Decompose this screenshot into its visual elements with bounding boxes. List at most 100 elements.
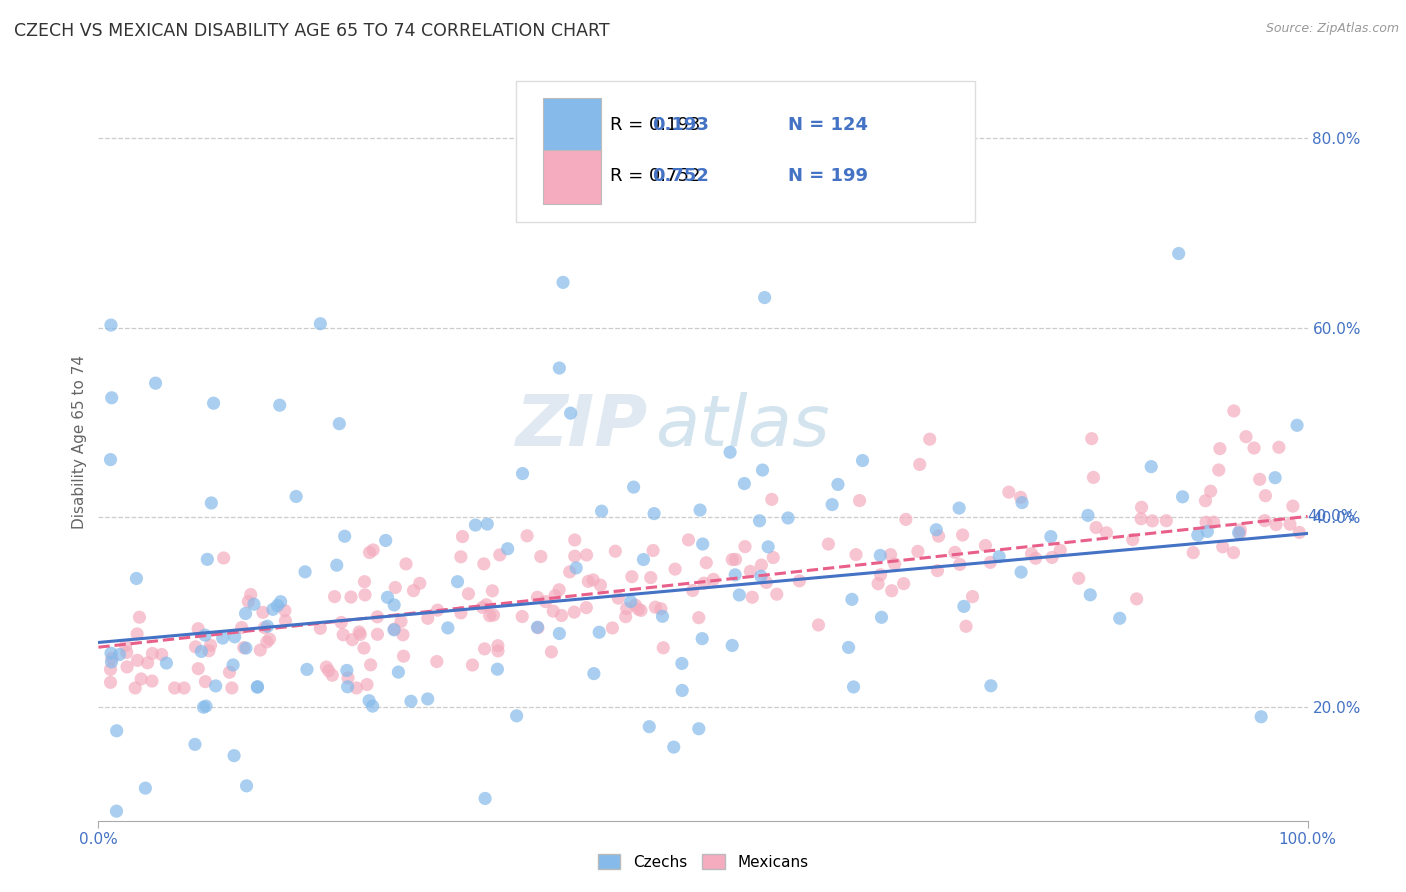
Point bbox=[238, 594, 260, 608]
Point bbox=[1202, 515, 1225, 529]
Point bbox=[1010, 491, 1032, 505]
Point bbox=[474, 641, 496, 656]
Point bbox=[198, 643, 221, 657]
Point bbox=[558, 565, 581, 579]
Point bbox=[315, 660, 337, 674]
Point bbox=[360, 657, 382, 672]
Legend: Czechs, Mexicans: Czechs, Mexicans bbox=[591, 847, 815, 878]
Point bbox=[644, 600, 666, 615]
Point bbox=[194, 699, 217, 714]
Point bbox=[222, 657, 245, 672]
Point bbox=[943, 545, 966, 559]
Point bbox=[721, 639, 744, 653]
Point bbox=[842, 680, 865, 694]
Point bbox=[607, 591, 630, 606]
Point bbox=[979, 555, 1001, 569]
Point bbox=[1021, 547, 1043, 561]
Point bbox=[184, 737, 207, 751]
Point bbox=[870, 610, 893, 624]
Point bbox=[980, 679, 1002, 693]
Point bbox=[1083, 470, 1105, 484]
Point bbox=[883, 557, 905, 571]
Point bbox=[754, 291, 776, 305]
Point bbox=[402, 583, 425, 598]
Point bbox=[541, 604, 564, 618]
Point bbox=[1095, 525, 1118, 540]
Point bbox=[1229, 526, 1251, 541]
Point bbox=[474, 791, 496, 805]
Point bbox=[108, 648, 131, 662]
Point bbox=[550, 608, 572, 623]
Point bbox=[451, 530, 474, 544]
Point bbox=[349, 627, 371, 641]
Point bbox=[457, 587, 479, 601]
Point bbox=[1077, 508, 1099, 523]
Point bbox=[342, 632, 364, 647]
Point bbox=[395, 557, 418, 571]
Point bbox=[246, 680, 269, 694]
Point bbox=[624, 598, 647, 612]
Point bbox=[481, 583, 503, 598]
Point bbox=[962, 590, 984, 604]
Point bbox=[998, 485, 1021, 500]
Point bbox=[1142, 514, 1164, 528]
Point bbox=[1199, 484, 1222, 499]
Point bbox=[486, 662, 509, 676]
Point bbox=[100, 318, 122, 332]
Point bbox=[115, 660, 138, 674]
Text: 0.193: 0.193 bbox=[652, 116, 709, 134]
Point bbox=[718, 445, 741, 459]
Point bbox=[879, 548, 901, 562]
Point bbox=[1049, 543, 1071, 558]
Point bbox=[1197, 524, 1219, 539]
Point bbox=[1080, 432, 1102, 446]
Point bbox=[548, 626, 571, 640]
Point bbox=[127, 653, 149, 667]
Point bbox=[641, 543, 664, 558]
Point bbox=[100, 391, 122, 405]
Point bbox=[105, 723, 128, 738]
Point bbox=[1209, 442, 1232, 456]
Point bbox=[105, 804, 128, 818]
Point bbox=[1229, 523, 1251, 537]
Point bbox=[1249, 472, 1271, 486]
Point bbox=[893, 576, 915, 591]
Point bbox=[630, 603, 652, 617]
Point bbox=[620, 594, 643, 608]
Point bbox=[337, 671, 360, 685]
Point bbox=[270, 595, 292, 609]
Point bbox=[1278, 517, 1301, 532]
Point bbox=[589, 578, 612, 592]
Point bbox=[560, 406, 582, 420]
Text: R = 0.752: R = 0.752 bbox=[610, 167, 700, 186]
Point bbox=[187, 622, 209, 636]
Point bbox=[526, 591, 548, 605]
Point bbox=[662, 740, 685, 755]
Point bbox=[640, 571, 662, 585]
Point bbox=[416, 692, 439, 706]
Point bbox=[114, 639, 136, 653]
Point bbox=[1254, 489, 1277, 503]
Point bbox=[627, 602, 650, 616]
Point bbox=[688, 610, 710, 624]
Point bbox=[638, 720, 661, 734]
Point bbox=[134, 781, 156, 796]
Point bbox=[384, 581, 406, 595]
Point bbox=[1078, 588, 1101, 602]
Point bbox=[868, 576, 890, 591]
Point bbox=[346, 681, 368, 695]
Point bbox=[359, 545, 381, 559]
Point bbox=[1067, 571, 1090, 585]
Point bbox=[1208, 463, 1230, 477]
Point bbox=[150, 648, 173, 662]
Point bbox=[239, 588, 262, 602]
Point bbox=[309, 621, 332, 635]
Point bbox=[841, 592, 863, 607]
Point bbox=[274, 604, 297, 618]
Point bbox=[1130, 512, 1153, 526]
Point bbox=[927, 564, 949, 578]
Point bbox=[246, 680, 269, 694]
Point bbox=[762, 550, 785, 565]
Point bbox=[259, 632, 281, 647]
Point bbox=[318, 664, 340, 678]
